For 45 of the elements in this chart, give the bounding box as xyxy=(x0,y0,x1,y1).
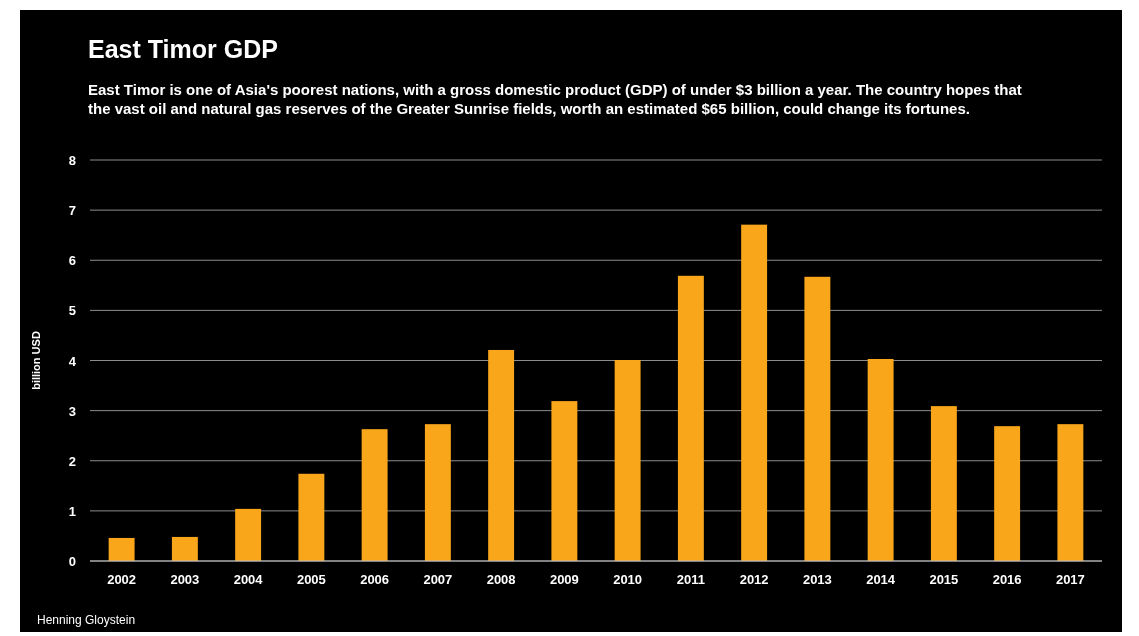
x-tick-label: 2005 xyxy=(296,572,326,587)
x-tick-label: 2002 xyxy=(107,572,137,587)
chart-title: East Timor GDP xyxy=(88,35,278,63)
x-tick-label: 2007 xyxy=(423,572,453,587)
x-tick-label: 2003 xyxy=(170,572,200,587)
bar xyxy=(488,349,515,561)
x-tick-label: 2004 xyxy=(233,572,264,587)
y-tick-label: 1 xyxy=(68,503,76,519)
bar xyxy=(424,424,451,561)
bar xyxy=(361,429,388,561)
bar xyxy=(108,537,135,561)
text: Henning Gloystein xyxy=(37,613,136,627)
x-tick-label: 2008 xyxy=(486,572,516,587)
y-tick-label: 3 xyxy=(68,403,76,419)
x-tick-label: 2015 xyxy=(929,572,959,587)
bar xyxy=(930,406,957,561)
y-tick-label: 7 xyxy=(68,203,76,219)
x-tick-label: 2012 xyxy=(739,572,769,587)
x-tick-label: 2009 xyxy=(549,572,579,587)
bar xyxy=(298,473,325,561)
y-tick-label: 2 xyxy=(68,453,76,469)
bar xyxy=(171,536,198,561)
bar xyxy=(994,426,1021,561)
x-tick-label: 2006 xyxy=(360,572,390,587)
x-tick-label: 2016 xyxy=(992,572,1022,587)
chart-subtitle: East Timor is one of Asia's poorest nations, with a gross domestic product (GDP) of under $3 billion a year. The country hopes that the vast oil and natural gas reserves of the Greater Sunrise fields, worth an estimated $65 billion, could change its fortunes. xyxy=(88,81,1022,117)
y-tick-label: 4 xyxy=(68,353,77,369)
bar xyxy=(1057,424,1084,561)
y-tick-label: 5 xyxy=(68,303,76,319)
bar xyxy=(235,508,262,561)
bar xyxy=(804,276,831,561)
x-tick-label: 2011 xyxy=(676,572,705,587)
bar xyxy=(741,224,768,561)
y-axis-title: billion USD xyxy=(30,331,42,390)
bar xyxy=(614,360,641,561)
x-tick-label: 2013 xyxy=(802,572,832,587)
y-tick-label: 0 xyxy=(68,554,76,569)
x-tick-label: 2014 xyxy=(866,572,896,587)
bar xyxy=(551,401,578,561)
y-tick-label: 8 xyxy=(68,153,76,168)
bar xyxy=(867,359,894,561)
y-tick-label: 6 xyxy=(68,253,76,269)
x-tick-label: 2017 xyxy=(1055,572,1085,587)
x-tick-label: 2010 xyxy=(613,572,643,587)
bar xyxy=(677,275,704,561)
